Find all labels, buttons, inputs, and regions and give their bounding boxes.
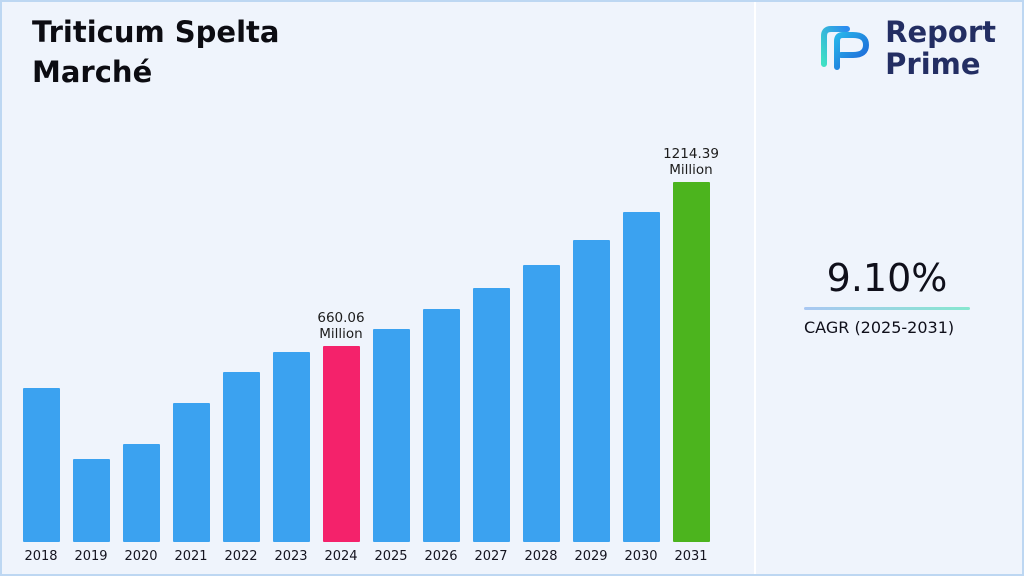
- bar-2022: [222, 372, 260, 542]
- bar-value-label-2031: 1214.39 Million: [663, 145, 719, 178]
- bar-2018: [22, 388, 60, 542]
- x-axis-label-2019: 2019: [74, 549, 108, 564]
- logo-word-report: Report: [885, 15, 996, 49]
- x-axis-label-2026: 2026: [424, 549, 458, 564]
- cagr-value: 9.10%: [826, 256, 948, 300]
- cagr-underline: [804, 307, 970, 310]
- bar-slot-2025: 2025: [366, 329, 416, 564]
- bar-2030: [622, 212, 660, 542]
- bar-slot-2030: 2030: [616, 212, 666, 564]
- bar-chart: 2018 2019 2020 2021 2022 2023 660.06 Million 20…: [16, 145, 719, 564]
- x-axis-label-2018: 2018: [24, 549, 58, 564]
- bar-slot-2020: 2020: [116, 444, 166, 564]
- bar-slot-2021: 2021: [166, 403, 216, 564]
- report-prime-logo: Report Prime: [815, 16, 996, 81]
- x-axis-label-2024: 2024: [324, 549, 358, 564]
- bar-2024: [322, 346, 360, 542]
- bar-2025: [372, 329, 410, 542]
- x-axis-label-2020: 2020: [124, 549, 158, 564]
- bar-slot-2029: 2029: [566, 240, 616, 564]
- x-axis-label-2028: 2028: [524, 549, 558, 564]
- logo-wordmark: Report Prime: [885, 16, 996, 81]
- bar-2031: [672, 182, 710, 542]
- x-axis-label-2025: 2025: [374, 549, 408, 564]
- bar-2028: [522, 265, 560, 542]
- bar-value-label-2024: 660.06 Million: [317, 309, 365, 342]
- bar-slot-2031: 1214.39 Million 2031: [663, 145, 719, 564]
- bar-2019: [72, 459, 110, 542]
- bar-chart-bars: 2018 2019 2020 2021 2022 2023 660.06 Million 20…: [16, 145, 719, 564]
- cagr-label: CAGR (2025-2031): [804, 318, 955, 337]
- x-axis-label-2029: 2029: [574, 549, 608, 564]
- bar-slot-2018: 2018: [16, 388, 66, 564]
- bar-2021: [172, 403, 210, 542]
- bar-slot-2023: 2023: [266, 352, 316, 564]
- report-prime-logo-icon: [815, 21, 873, 75]
- bar-slot-2024: 660.06 Million 2024: [316, 310, 366, 564]
- x-axis-label-2031: 2031: [674, 549, 708, 564]
- logo-word-prime: Prime: [885, 47, 981, 82]
- x-axis-label-2021: 2021: [174, 549, 208, 564]
- bar-slot-2026: 2026: [416, 309, 466, 564]
- cagr-panel: 9.10% CAGR (2025-2031): [804, 256, 970, 337]
- x-axis-label-2030: 2030: [624, 549, 658, 564]
- bar-2020: [122, 444, 160, 542]
- bar-slot-2028: 2028: [516, 265, 566, 564]
- bar-2027: [472, 288, 510, 542]
- x-axis-label-2022: 2022: [224, 549, 258, 564]
- bar-slot-2022: 2022: [216, 372, 266, 564]
- x-axis-label-2027: 2027: [474, 549, 508, 564]
- bar-2029: [572, 240, 610, 542]
- bar-slot-2027: 2027: [466, 288, 516, 564]
- page-title: Triticum Spelta Marché: [32, 15, 280, 90]
- x-axis-label-2023: 2023: [274, 549, 308, 564]
- bar-slot-2019: 2019: [66, 459, 116, 564]
- vertical-divider: [754, 2, 756, 574]
- bar-2026: [422, 309, 460, 542]
- bar-2023: [272, 352, 310, 542]
